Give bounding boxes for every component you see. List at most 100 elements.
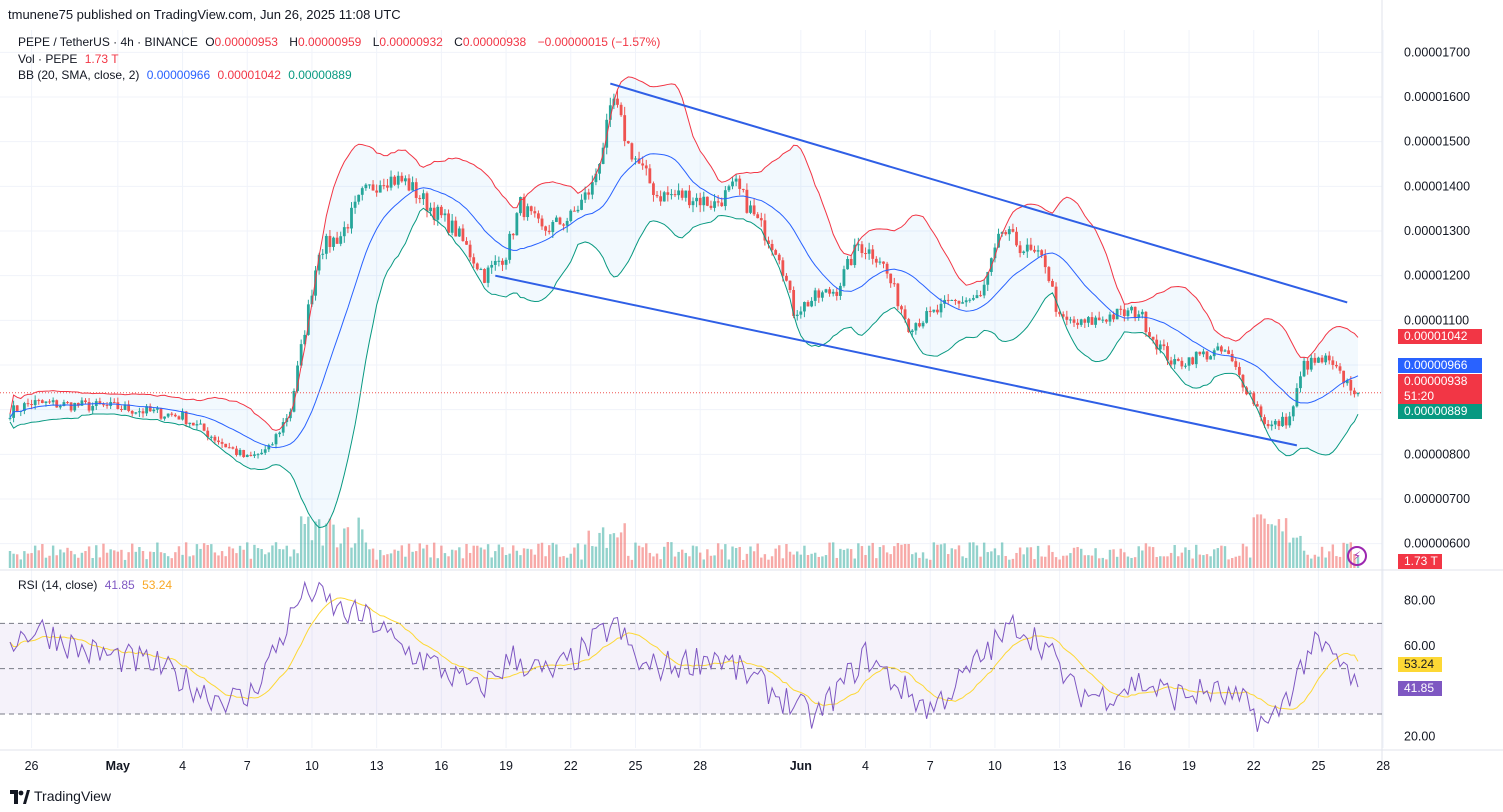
volume-bar	[339, 543, 342, 568]
volume-bar	[907, 543, 910, 568]
volume-bar	[551, 542, 554, 568]
time-tick-label: 25	[1312, 759, 1326, 773]
volume-bar	[310, 540, 314, 568]
volume-bar	[724, 544, 727, 568]
candle-body	[709, 205, 713, 208]
volume-bar	[1000, 542, 1004, 568]
candle-body	[353, 201, 357, 208]
candle-body	[1069, 319, 1072, 321]
symbol-legend: PEPE / TetherUS · 4h · BINANCE O0.000009…	[18, 35, 664, 49]
volume-bar	[648, 552, 652, 568]
candle-body	[803, 302, 806, 312]
volume-bar	[350, 547, 353, 568]
volume-bar	[1080, 548, 1083, 568]
volume-bar	[382, 555, 386, 568]
close-label: C	[454, 35, 463, 49]
rsi-legend: RSI (14, close) 41.85 53.24	[18, 578, 176, 592]
volume-bar	[695, 546, 698, 568]
candle-body	[687, 190, 691, 206]
volume-bar	[458, 547, 461, 568]
candle-body	[713, 201, 716, 208]
volume-bar	[853, 558, 856, 568]
volume-bar	[1062, 555, 1065, 568]
candle-body	[159, 408, 163, 419]
candle-body	[630, 143, 634, 160]
candle-body	[1119, 308, 1123, 310]
rsi-label[interactable]: RSI (14, close)	[18, 578, 98, 592]
volume-bar	[414, 551, 418, 568]
candle-body	[529, 206, 533, 212]
candle-body	[508, 233, 512, 260]
volume-bar	[1241, 543, 1245, 568]
candle-body	[195, 424, 199, 426]
candle-body	[892, 283, 896, 285]
volume-bar	[422, 548, 425, 568]
candle-body	[652, 183, 655, 195]
volume-bar	[19, 559, 22, 568]
volume-bar	[1044, 556, 1047, 568]
volume-bar	[835, 557, 838, 568]
volume-bar	[1123, 552, 1126, 568]
volume-bar	[224, 556, 227, 568]
candle-body	[1033, 249, 1036, 252]
volume-bar	[619, 532, 623, 568]
candle-body	[324, 235, 328, 254]
candle-body	[842, 269, 846, 286]
volume-bar	[1072, 547, 1076, 568]
price-tick-label: 0.00001400	[1404, 179, 1470, 193]
candle-body	[173, 414, 177, 417]
volume-bar	[238, 545, 242, 568]
candle-body	[1079, 319, 1083, 325]
candle-body	[537, 213, 540, 219]
channel-lines	[495, 82, 1348, 447]
candle-body	[231, 447, 235, 449]
volume-bar	[321, 545, 324, 568]
candle-body	[382, 185, 386, 187]
candle-body	[278, 432, 281, 435]
volume-bar	[264, 554, 267, 568]
bb-label[interactable]: BB (20, SMA, close, 2)	[18, 68, 140, 82]
volume-bar	[634, 542, 637, 568]
candle-body	[1266, 424, 1270, 427]
tradingview-brand[interactable]: TradingView	[10, 788, 111, 804]
candle-body	[1043, 255, 1047, 268]
candle-body	[1317, 357, 1320, 363]
candle-body	[281, 422, 285, 433]
candle-body	[443, 213, 447, 216]
candle-body	[504, 259, 508, 265]
candle-body	[957, 300, 961, 304]
rsi-ma-tag: 53.24	[1398, 657, 1442, 672]
bollinger-fill	[10, 76, 1358, 528]
candle-body	[454, 220, 458, 237]
volume-bar	[127, 552, 130, 568]
volume-bar	[849, 549, 853, 568]
candle-body	[932, 309, 936, 312]
symbol-name[interactable]: PEPE / TetherUS · 4h · BINANCE	[18, 35, 198, 49]
candle-body	[62, 402, 66, 406]
volume-bar	[1004, 556, 1007, 568]
candle-body	[580, 199, 583, 210]
candle-body	[429, 207, 432, 212]
candle-body	[342, 227, 346, 237]
volume-bar	[1245, 546, 1248, 568]
volume-bar	[1094, 548, 1097, 568]
volume-bar	[1180, 552, 1184, 568]
candle-body	[360, 188, 364, 195]
candle-body	[421, 193, 425, 200]
volume-label[interactable]: Vol · PEPE	[18, 52, 78, 66]
volume-bar	[206, 545, 209, 568]
volume-bar	[993, 548, 997, 568]
candle-body	[979, 295, 982, 297]
candle-body	[170, 413, 174, 415]
volume-bar	[8, 551, 12, 568]
candle-body	[882, 261, 885, 264]
volume-bar	[141, 551, 145, 568]
candle-body	[907, 319, 911, 333]
volume-bar	[389, 553, 393, 568]
channel-upper-line	[610, 82, 1348, 304]
lightning-icon[interactable]: ⚡	[1347, 546, 1367, 566]
candle-body	[1101, 319, 1105, 321]
candle-body	[964, 300, 968, 303]
volume-bar	[120, 549, 123, 568]
candle-body	[1281, 416, 1284, 427]
